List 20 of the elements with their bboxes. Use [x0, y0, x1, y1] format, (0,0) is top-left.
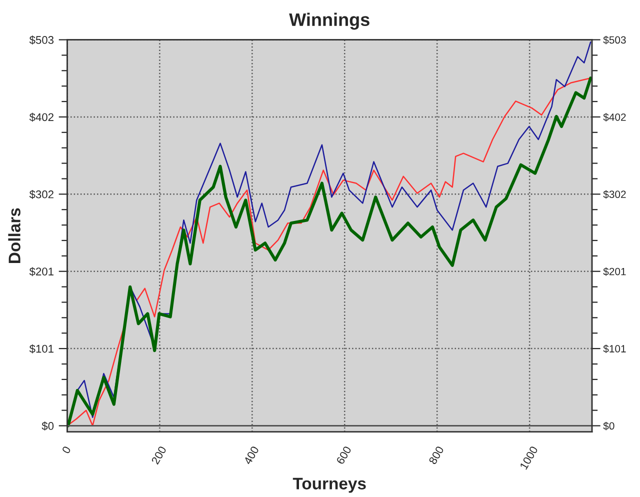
chart-title: Winnings	[289, 12, 370, 30]
y-axis-title: Dollars	[8, 208, 20, 263]
y-tick-label: $0	[42, 422, 54, 431]
x-tick-label: 400	[243, 446, 260, 465]
y-tick-label: $503	[29, 36, 54, 45]
y2-tick-label: $503	[603, 36, 626, 44]
x-tick-label: 800	[428, 446, 444, 465]
y-tick-label: $101	[29, 344, 54, 354]
x-tick-label: 0	[62, 446, 72, 454]
y2-tick-label: $402	[603, 113, 626, 122]
y-tick-label: $201	[29, 267, 54, 276]
y-tick-label: $402	[29, 112, 54, 122]
x-tick-label: 600	[336, 446, 352, 465]
y2-tick-label: $201	[603, 267, 626, 276]
x-tick-label: 200	[151, 446, 167, 465]
y2-tick-label: $101	[603, 344, 626, 354]
y2-tick-label: $302	[603, 190, 626, 199]
y2-tick-label: $0	[603, 422, 614, 430]
x-axis-title: Tourneys	[292, 478, 366, 493]
y-tick-label: $302	[29, 190, 54, 199]
